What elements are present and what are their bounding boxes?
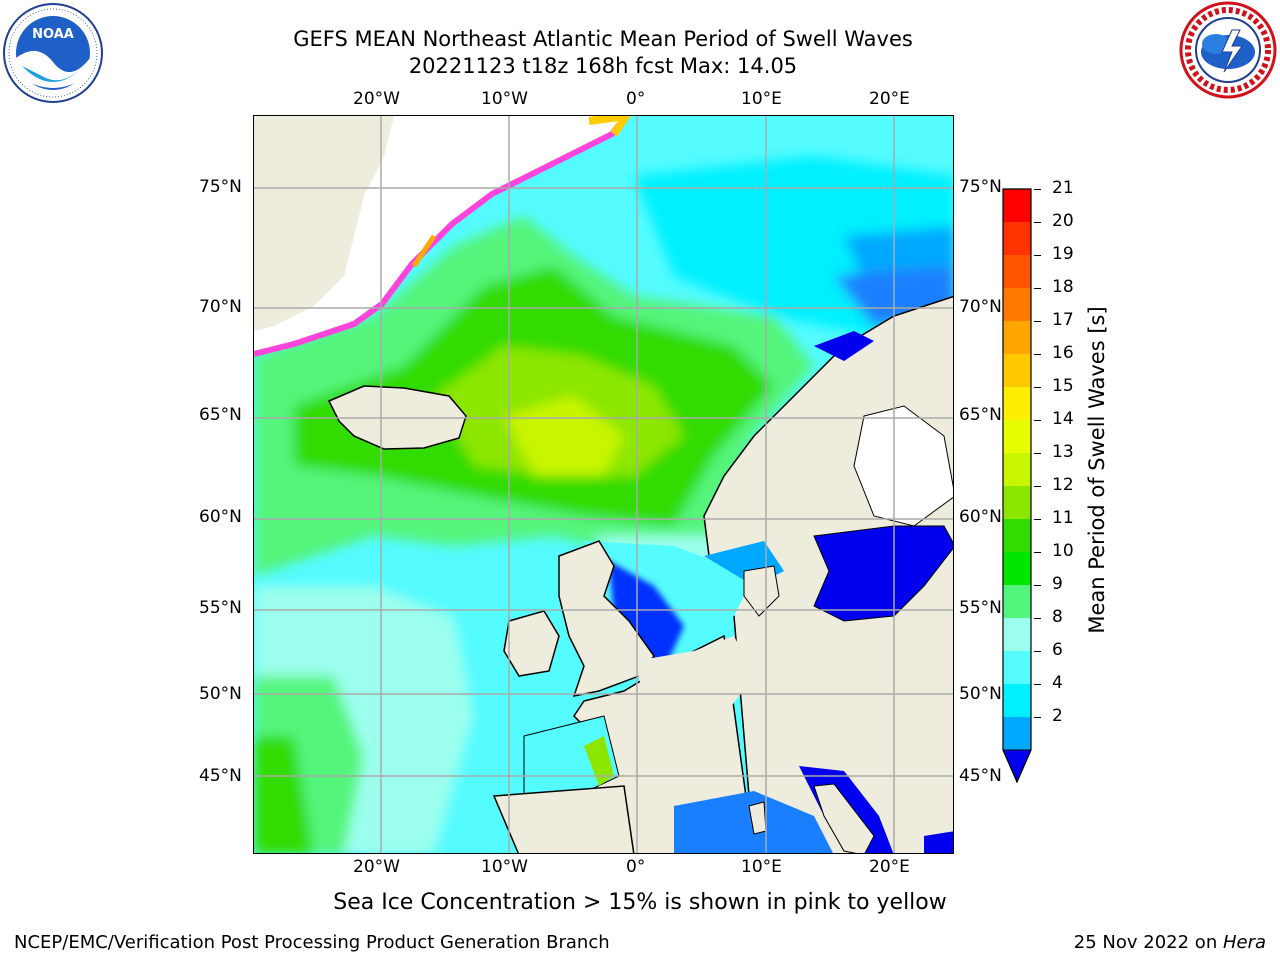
- colorbar-tick: [1034, 387, 1041, 389]
- sea-ice-note: Sea Ice Concentration > 15% is shown in …: [333, 890, 947, 915]
- lon-label-top: 20°E: [869, 89, 910, 109]
- colorbar-tick: [1034, 486, 1041, 488]
- colorbar-tick-label: 19: [1052, 244, 1074, 264]
- colorbar-segment: [1003, 717, 1031, 751]
- noaa-logo-text: NOAA: [32, 27, 74, 42]
- lat-label-right: 60°N: [959, 507, 1002, 527]
- lon-label-bottom: 20°E: [869, 857, 910, 877]
- colorbar-segment: [1003, 552, 1031, 586]
- colorbar-segment: [1003, 585, 1031, 619]
- footer-date: 25 Nov 2022 on Hera: [1074, 932, 1266, 953]
- lon-label-top: 10°W: [481, 89, 528, 109]
- colorbar-tick: [1034, 585, 1041, 587]
- colorbar-tick: [1034, 189, 1041, 191]
- lat-label-left: 50°N: [199, 684, 242, 704]
- colorbar: [1000, 188, 1034, 784]
- colorbar-segment: [1003, 189, 1031, 223]
- colorbar-tick: [1034, 717, 1041, 719]
- colorbar-segment: [1003, 420, 1031, 454]
- colorbar-segment: [1003, 453, 1031, 487]
- colorbar-outline: [1002, 188, 1032, 784]
- colorbar-tick: [1034, 222, 1041, 224]
- lon-label-bottom: 20°W: [353, 857, 400, 877]
- lon-label-bottom: 10°E: [741, 857, 782, 877]
- colorbar-tick-label: 14: [1052, 409, 1074, 429]
- colorbar-tick: [1034, 255, 1041, 257]
- colorbar-tick-label: 8: [1052, 607, 1063, 627]
- colorbar-segment: [1003, 387, 1031, 421]
- colorbar-segment: [1003, 222, 1031, 256]
- colorbar-tick-label: 11: [1052, 508, 1074, 528]
- lat-label-left: 60°N: [199, 507, 242, 527]
- footer-credit: NCEP/EMC/Verification Post Processing Pr…: [14, 932, 610, 953]
- colorbar-tick-label: 12: [1052, 475, 1074, 495]
- lon-label-top: 10°E: [741, 89, 782, 109]
- colorbar-tick-label: 2: [1052, 706, 1063, 726]
- colorbar-tick-label: 17: [1052, 310, 1074, 330]
- footer-machine: Hera: [1222, 932, 1266, 953]
- swell-field: [254, 156, 953, 853]
- colorbar-tick-label: 21: [1052, 178, 1074, 198]
- footer-date-text: 25 Nov 2022 on: [1073, 932, 1223, 953]
- colorbar-tick-label: 15: [1052, 376, 1074, 396]
- colorbar-tick: [1034, 321, 1041, 323]
- colorbar-tick: [1034, 288, 1041, 290]
- graticule: [254, 116, 953, 853]
- colorbar-tick-label: 6: [1052, 640, 1063, 660]
- colorbar-segment: [1003, 651, 1031, 685]
- lat-label-right: 45°N: [959, 766, 1002, 786]
- colorbar-segment: [1003, 255, 1031, 289]
- lon-label-top: 0°: [626, 89, 646, 109]
- colorbar-segment: [1003, 618, 1031, 652]
- colorbar-title: Mean Period of Swell Waves [s]: [1085, 306, 1109, 634]
- swell-period-map: [253, 115, 954, 854]
- map-canvas: [254, 116, 953, 853]
- lat-label-left: 45°N: [199, 766, 242, 786]
- colorbar-segment: [1003, 354, 1031, 388]
- lat-label-right: 55°N: [959, 598, 1002, 618]
- colorbar-tick: [1034, 651, 1041, 653]
- lat-label-left: 65°N: [199, 405, 242, 425]
- colorbar-tick: [1034, 618, 1041, 620]
- lat-label-left: 55°N: [199, 598, 242, 618]
- colorbar-tick-label: 16: [1052, 343, 1074, 363]
- colorbar-tick: [1034, 552, 1041, 554]
- colorbar-segment: [1003, 321, 1031, 355]
- lat-label-right: 65°N: [959, 405, 1002, 425]
- colorbar-tick: [1034, 684, 1041, 686]
- chart-title: GEFS MEAN Northeast Atlantic Mean Period…: [293, 27, 913, 51]
- noaa-logo: NOAA: [2, 2, 104, 104]
- colorbar-extend-arrow: [1002, 749, 1032, 784]
- chart-subtitle: 20221123 t18z 168h fcst Max: 14.05: [408, 54, 798, 78]
- lat-label-left: 70°N: [199, 297, 242, 317]
- lon-label-bottom: 0°: [626, 857, 646, 877]
- colorbar-segment: [1003, 486, 1031, 520]
- colorbar-segment: [1003, 684, 1031, 718]
- colorbar-tick-label: 9: [1052, 574, 1063, 594]
- lat-label-right: 50°N: [959, 684, 1002, 704]
- colorbar-tick: [1034, 354, 1041, 356]
- lat-label-right: 70°N: [959, 297, 1002, 317]
- lat-label-right: 75°N: [959, 177, 1002, 197]
- lon-label-top: 20°W: [353, 89, 400, 109]
- colorbar-segment: [1003, 519, 1031, 553]
- colorbar-tick: [1034, 453, 1041, 455]
- colorbar-segment: [1003, 288, 1031, 322]
- colorbar-tick-label: 13: [1052, 442, 1074, 462]
- colorbar-tick-label: 18: [1052, 277, 1074, 297]
- nws-logo: [1178, 0, 1278, 100]
- colorbar-tick-label: 4: [1052, 673, 1063, 693]
- colorbar-tick: [1034, 420, 1041, 422]
- lon-label-bottom: 10°W: [481, 857, 528, 877]
- colorbar-tick-label: 20: [1052, 211, 1074, 231]
- colorbar-tick: [1034, 519, 1041, 521]
- colorbar-bar: [1002, 188, 1032, 784]
- colorbar-tick-label: 10: [1052, 541, 1074, 561]
- lat-label-left: 75°N: [199, 177, 242, 197]
